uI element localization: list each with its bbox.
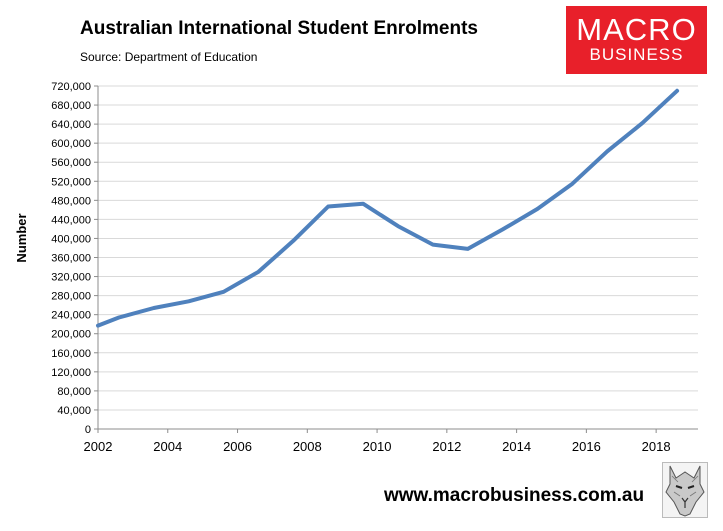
y-tick-label: 400,000 bbox=[51, 233, 91, 245]
y-tick-label: 80,000 bbox=[57, 386, 91, 398]
logo-line-macro: MACRO bbox=[576, 12, 697, 47]
y-tick-label: 480,000 bbox=[51, 195, 91, 207]
data-point bbox=[256, 270, 260, 274]
y-tick-label: 680,000 bbox=[51, 100, 91, 112]
y-tick-label: 280,000 bbox=[51, 291, 91, 303]
data-point bbox=[536, 207, 540, 211]
data-point bbox=[431, 243, 435, 247]
data-point bbox=[361, 202, 365, 206]
y-tick-label: 0 bbox=[85, 424, 91, 436]
x-tick-label: 2012 bbox=[432, 439, 461, 454]
data-point bbox=[117, 316, 121, 320]
y-tick-label: 320,000 bbox=[51, 272, 91, 284]
y-tick-label: 120,000 bbox=[51, 367, 91, 379]
x-tick-labels: 2002 2004 2006 2008 2010 2012 2014 2016 2018 bbox=[84, 439, 671, 454]
footer-website-link[interactable]: www.macrobusiness.com.au bbox=[384, 485, 645, 506]
data-point bbox=[96, 324, 100, 328]
x-tick-label: 2014 bbox=[502, 439, 531, 454]
data-point bbox=[605, 149, 609, 153]
data-point bbox=[326, 205, 330, 209]
y-axis-label: Number bbox=[14, 213, 29, 262]
y-tick-label: 40,000 bbox=[57, 405, 91, 417]
y-tick-labels: 0 40,000 80,000 120,000 160,000 200,000 240,00… bbox=[51, 81, 91, 436]
wolf-mascot-icon bbox=[662, 462, 708, 518]
macrobusiness-logo[interactable]: MACRO BUSINESS bbox=[566, 6, 707, 74]
series-line bbox=[96, 88, 680, 328]
x-tick-label: 2008 bbox=[293, 439, 322, 454]
x-tick-label: 2016 bbox=[572, 439, 601, 454]
y-tick-label: 200,000 bbox=[51, 329, 91, 341]
x-tick-label: 2002 bbox=[84, 439, 113, 454]
x-tick-label: 2010 bbox=[363, 439, 392, 454]
x-tick-label: 2018 bbox=[642, 439, 671, 454]
y-tick-label: 160,000 bbox=[51, 348, 91, 360]
data-point bbox=[570, 182, 574, 186]
chart-title: Australian International Student Enrolme… bbox=[80, 18, 478, 39]
logo-line-business: BUSINESS bbox=[589, 45, 684, 64]
y-tick-label: 560,000 bbox=[51, 157, 91, 169]
data-point bbox=[675, 89, 679, 93]
grid-lines bbox=[98, 85, 698, 411]
axes bbox=[94, 85, 698, 433]
y-tick-label: 640,000 bbox=[51, 119, 91, 131]
chart-source: Source: Department of Education bbox=[80, 50, 258, 64]
data-point bbox=[291, 239, 295, 243]
x-tick-label: 2006 bbox=[223, 439, 252, 454]
data-point bbox=[501, 227, 505, 231]
y-tick-label: 600,000 bbox=[51, 138, 91, 150]
data-point bbox=[640, 121, 644, 125]
data-point bbox=[152, 306, 156, 310]
series-layer bbox=[96, 88, 680, 328]
data-point bbox=[187, 299, 191, 303]
data-point bbox=[222, 290, 226, 294]
y-tick-label: 240,000 bbox=[51, 310, 91, 322]
y-tick-label: 520,000 bbox=[51, 176, 91, 188]
data-point bbox=[466, 247, 470, 251]
y-tick-label: 720,000 bbox=[51, 81, 91, 93]
data-point bbox=[396, 224, 400, 228]
y-tick-label: 440,000 bbox=[51, 214, 91, 226]
x-tick-label: 2004 bbox=[153, 439, 182, 454]
y-tick-label: 360,000 bbox=[51, 253, 91, 265]
